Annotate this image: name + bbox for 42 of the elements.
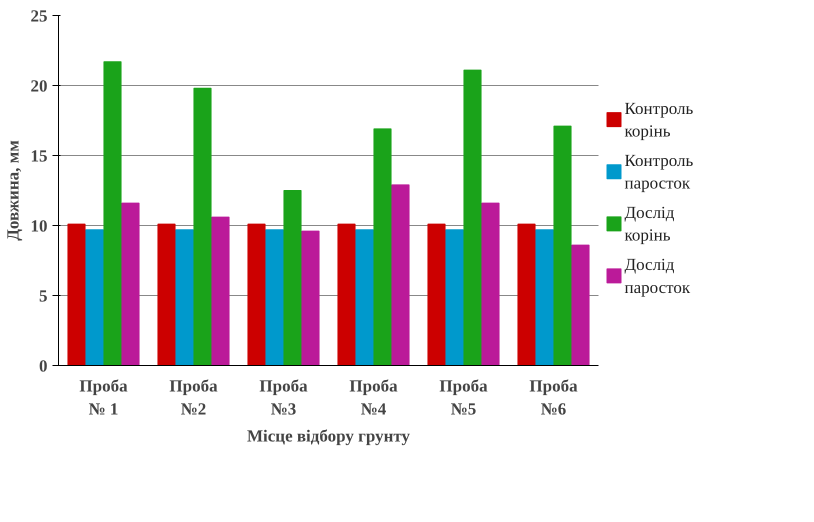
x-axis-title: Місце відбору грунту (246, 426, 411, 446)
x-tick-label: Проба №4 (349, 376, 398, 418)
bar (463, 70, 482, 366)
bar (571, 244, 590, 366)
legend-label: Контроль паросток (624, 150, 694, 193)
x-tick-label: Проба № 1 (79, 376, 128, 418)
bar (535, 229, 554, 366)
bar (193, 88, 212, 366)
y-tick-label: 20 (30, 76, 48, 96)
y-tick-label: 25 (30, 6, 48, 26)
x-tick-label: Проба №6 (529, 376, 578, 418)
bar (247, 224, 266, 366)
bar (157, 224, 176, 366)
bar (175, 229, 194, 366)
x-tick-label: Проба №3 (259, 376, 308, 418)
y-tick-label: 15 (30, 146, 48, 166)
y-tick-label: 10 (30, 216, 48, 236)
bar (265, 229, 284, 366)
bar (553, 126, 572, 366)
bar (211, 216, 230, 366)
bar (445, 229, 464, 366)
bar (517, 224, 536, 366)
bar (337, 224, 356, 366)
bar (301, 230, 320, 366)
legend-label: Дослід паросток (624, 255, 691, 297)
bar (391, 184, 410, 366)
y-tick-label: 5 (39, 286, 48, 306)
legend-label: Дослід корінь (624, 202, 675, 245)
bar (121, 202, 140, 366)
bar (67, 224, 86, 366)
x-tick-label: Проба №2 (169, 376, 218, 418)
bar (427, 224, 446, 366)
y-tick-label: 0 (39, 356, 48, 376)
bar (283, 190, 302, 366)
legend-label: Контроль корінь (624, 98, 694, 141)
bar (481, 202, 500, 366)
bar (355, 229, 374, 366)
bar (103, 61, 122, 366)
bar (373, 128, 392, 366)
x-tick-label: Проба №5 (439, 376, 488, 418)
y-axis-title: Довжина, мм (4, 140, 22, 241)
bar (85, 229, 104, 366)
